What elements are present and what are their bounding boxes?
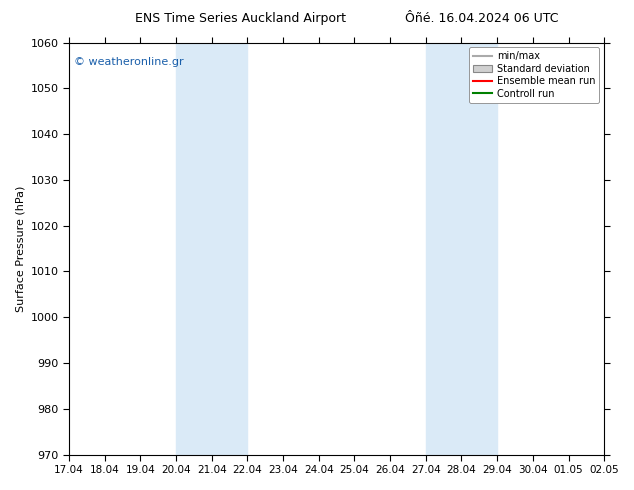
Bar <box>426 43 497 455</box>
Bar <box>176 43 247 455</box>
Text: Ôñé. 16.04.2024 06 UTC: Ôñé. 16.04.2024 06 UTC <box>405 12 559 25</box>
Text: © weatheronline.gr: © weatheronline.gr <box>74 57 184 67</box>
Legend: min/max, Standard deviation, Ensemble mean run, Controll run: min/max, Standard deviation, Ensemble me… <box>469 48 599 102</box>
Text: ENS Time Series Auckland Airport: ENS Time Series Auckland Airport <box>136 12 346 25</box>
Y-axis label: Surface Pressure (hPa): Surface Pressure (hPa) <box>15 185 25 312</box>
